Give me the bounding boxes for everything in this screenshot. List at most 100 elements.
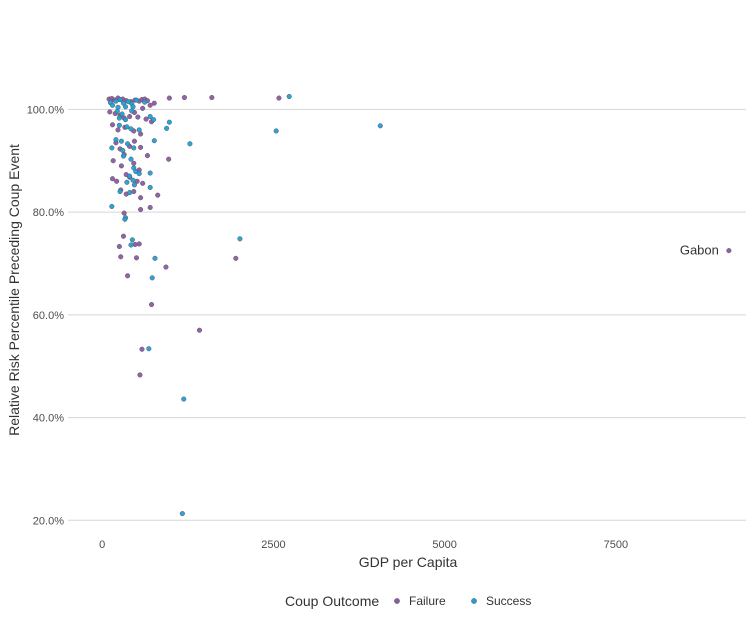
data-point xyxy=(120,153,127,159)
data-point xyxy=(118,163,124,169)
data-point xyxy=(233,255,239,261)
data-point xyxy=(129,108,135,114)
data-point xyxy=(116,115,122,121)
y-tick-label: 100.0% xyxy=(27,104,65,116)
data-point xyxy=(130,177,136,183)
data-point xyxy=(115,104,121,110)
data-point xyxy=(118,254,124,260)
data-point xyxy=(129,237,135,243)
data-point xyxy=(187,141,193,147)
data-point xyxy=(147,184,153,190)
data-point xyxy=(124,124,130,130)
data-point xyxy=(149,302,155,308)
data-point xyxy=(151,138,157,144)
data-point xyxy=(131,138,137,144)
data-point xyxy=(125,141,131,147)
x-tick-labels: 0 2500 5000 7500 xyxy=(99,539,628,551)
data-point xyxy=(138,195,144,201)
data-point xyxy=(166,119,172,125)
data-point xyxy=(237,236,243,242)
data-point xyxy=(109,203,115,209)
data-point xyxy=(137,372,143,378)
data-point xyxy=(121,210,127,216)
data-point xyxy=(163,264,169,270)
data-point xyxy=(117,189,123,195)
y-tick-labels: 20.0% 40.0% 60.0% 80.0% 100.0% xyxy=(27,104,65,527)
data-point xyxy=(377,123,383,129)
data-point xyxy=(124,179,130,185)
x-tick-label: 0 xyxy=(99,539,105,551)
y-tick-label: 60.0% xyxy=(33,310,64,322)
data-point xyxy=(120,233,127,239)
data-point xyxy=(144,153,150,159)
data-point xyxy=(107,109,113,115)
data-point xyxy=(143,116,149,122)
data-point xyxy=(128,242,134,248)
data-point xyxy=(114,178,120,184)
x-tick-label: 2500 xyxy=(261,539,285,551)
data-point xyxy=(110,158,116,164)
y-tick-label: 80.0% xyxy=(33,207,64,219)
data-point xyxy=(147,102,153,108)
data-point xyxy=(136,171,142,177)
x-axis-title: GDP per Capita xyxy=(359,554,458,570)
data-point xyxy=(146,346,152,352)
y-axis-title: Relative Risk Percentile Preceding Coup … xyxy=(6,144,22,436)
data-point xyxy=(113,137,119,143)
data-point xyxy=(164,125,170,131)
series-failure xyxy=(106,95,732,378)
data-point xyxy=(120,147,126,154)
x-tick-label: 7500 xyxy=(604,539,628,551)
data-point xyxy=(135,114,141,120)
legend-title: Coup Outcome xyxy=(285,593,379,609)
data-point xyxy=(131,160,137,166)
data-point xyxy=(181,396,187,402)
data-point xyxy=(179,511,185,517)
data-point xyxy=(131,182,137,188)
data-point xyxy=(114,108,120,114)
data-point xyxy=(109,122,116,128)
data-point xyxy=(118,138,124,144)
y-tick-label: 40.0% xyxy=(33,413,64,425)
data-point xyxy=(116,122,122,128)
data-point xyxy=(151,100,157,106)
data-point xyxy=(125,273,131,279)
data-point xyxy=(119,111,125,117)
data-point xyxy=(152,255,158,261)
data-point xyxy=(132,241,138,248)
data-point xyxy=(109,176,116,182)
legend-key-success xyxy=(471,598,477,604)
data-point xyxy=(109,102,116,108)
data-point xyxy=(276,95,282,101)
x-tick-label: 5000 xyxy=(432,539,456,551)
legend-key-failure xyxy=(394,598,400,604)
data-point xyxy=(726,248,732,254)
data-point xyxy=(133,97,140,103)
series-success xyxy=(107,93,383,517)
data-point xyxy=(151,117,157,123)
data-point xyxy=(147,204,153,211)
y-tick-label: 20.0% xyxy=(33,515,64,527)
data-point xyxy=(138,144,144,150)
data-point xyxy=(147,170,153,176)
data-point xyxy=(128,156,134,162)
data-point xyxy=(149,275,155,281)
data-point xyxy=(140,105,146,111)
data-point xyxy=(140,180,146,186)
data-point xyxy=(116,243,122,250)
data-point xyxy=(115,127,121,133)
data-points xyxy=(106,93,732,517)
data-point xyxy=(127,190,133,196)
data-point xyxy=(127,173,133,179)
gridlines xyxy=(68,108,746,521)
data-point xyxy=(122,117,129,123)
data-point xyxy=(147,114,153,120)
legend-label-failure: Failure xyxy=(409,594,446,608)
data-point xyxy=(131,189,137,195)
data-point xyxy=(142,99,148,105)
data-point xyxy=(136,127,142,133)
data-point xyxy=(128,126,134,132)
data-point xyxy=(181,95,187,101)
data-point xyxy=(127,114,133,120)
